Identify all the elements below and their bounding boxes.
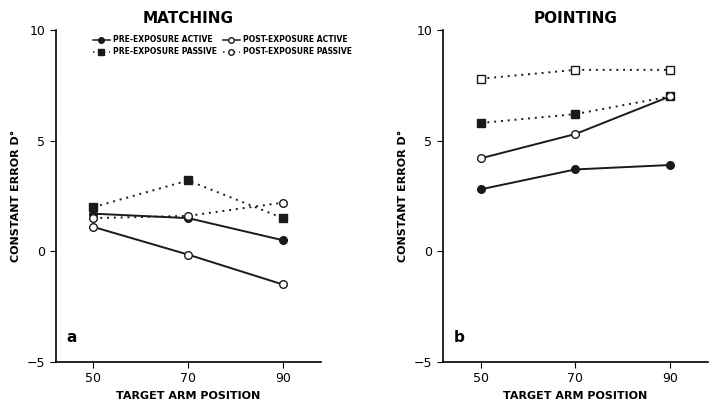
Title: MATCHING: MATCHING [142, 11, 234, 26]
X-axis label: TARGET ARM POSITION: TARGET ARM POSITION [116, 391, 260, 401]
Y-axis label: CONSTANT ERROR D°: CONSTANT ERROR D° [398, 130, 408, 262]
Y-axis label: CONSTANT ERROR D°: CONSTANT ERROR D° [11, 130, 21, 262]
Title: POINTING: POINTING [533, 11, 617, 26]
Legend: PRE-EXPOSURE ACTIVE, PRE-EXPOSURE PASSIVE, POST-EXPOSURE ACTIVE, POST-EXPOSURE P: PRE-EXPOSURE ACTIVE, PRE-EXPOSURE PASSIV… [91, 34, 353, 58]
Text: a: a [66, 330, 76, 345]
X-axis label: TARGET ARM POSITION: TARGET ARM POSITION [503, 391, 647, 401]
Text: b: b [454, 330, 464, 345]
